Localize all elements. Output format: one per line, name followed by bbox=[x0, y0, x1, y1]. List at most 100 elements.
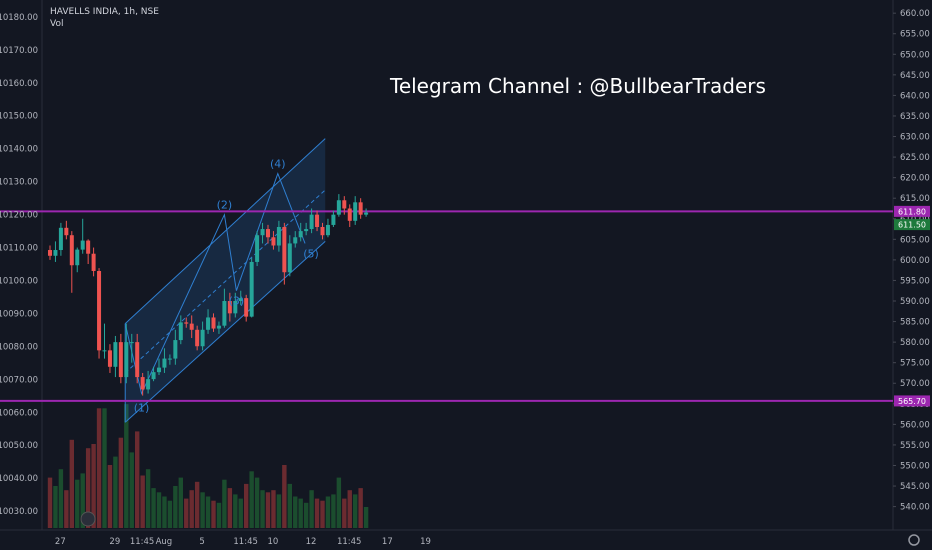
candle-body bbox=[233, 301, 238, 314]
right-axis-tick-label: 570.00 bbox=[900, 379, 930, 389]
volume-bar bbox=[69, 439, 74, 528]
candle-body bbox=[238, 298, 243, 302]
volume-bar bbox=[254, 477, 260, 528]
candle-body bbox=[195, 329, 200, 347]
candle-body bbox=[129, 342, 134, 344]
volume-bar bbox=[298, 498, 303, 528]
symbol-title: HAVELLS INDIA, 1h, NSE bbox=[50, 7, 159, 17]
channel-median-line bbox=[124, 189, 326, 374]
volume-bar bbox=[303, 502, 309, 528]
candle-body bbox=[151, 372, 156, 380]
right-axis-tick-label: 600.00 bbox=[900, 256, 930, 266]
volume-bar bbox=[265, 492, 271, 528]
volume-bar bbox=[184, 498, 189, 528]
time-axis-tick-label: 10 bbox=[267, 537, 278, 547]
volume-bar bbox=[336, 477, 342, 528]
left-axis-tick-label: 10060.00 bbox=[0, 408, 38, 418]
candle-body bbox=[107, 350, 112, 367]
volume-bar bbox=[353, 494, 358, 528]
candle-body bbox=[53, 250, 58, 256]
volume-bar bbox=[91, 444, 96, 528]
candle-body bbox=[347, 208, 352, 221]
volume-bar bbox=[113, 456, 118, 528]
volume-bar bbox=[200, 492, 205, 528]
volume-bar bbox=[216, 502, 222, 528]
candle-body bbox=[216, 325, 221, 329]
time-axis-tick-label: 11:45 bbox=[130, 537, 155, 547]
candle-body bbox=[325, 224, 330, 236]
volume-bar bbox=[64, 490, 69, 528]
volume-bar bbox=[287, 483, 292, 528]
volume-bar bbox=[107, 465, 113, 528]
candle-body bbox=[320, 226, 325, 236]
volume-bar bbox=[331, 494, 336, 528]
volume-bar bbox=[189, 490, 194, 528]
candle-body bbox=[118, 342, 123, 378]
right-axis-tick-label: 575.00 bbox=[900, 359, 930, 369]
candle-body bbox=[276, 226, 281, 246]
candle-body bbox=[162, 358, 167, 368]
candle-body bbox=[173, 340, 178, 359]
candle-body bbox=[358, 202, 363, 215]
resistance-price-tag bbox=[894, 205, 930, 217]
volume-bar bbox=[233, 494, 238, 528]
volume-bar bbox=[211, 500, 216, 528]
volume-bar bbox=[342, 498, 347, 528]
candle-body bbox=[298, 231, 303, 238]
candle-body bbox=[206, 317, 211, 330]
time-axis-tick-label: 12 bbox=[306, 537, 317, 547]
volume-bar bbox=[358, 488, 363, 528]
right-axis-tick-label: 625.00 bbox=[900, 153, 930, 163]
volume-bar bbox=[151, 488, 156, 528]
volume-bar bbox=[129, 452, 134, 528]
candle-body bbox=[227, 301, 232, 314]
left-axis-tick-label: 10170.00 bbox=[0, 46, 38, 56]
volume-bar bbox=[80, 473, 85, 528]
right-axis-tick-label: 590.00 bbox=[900, 297, 930, 307]
volume-bar bbox=[53, 486, 58, 528]
channel-lower-line bbox=[124, 241, 326, 423]
wave-label-4: (4) bbox=[270, 158, 286, 171]
volume-bar bbox=[363, 507, 369, 528]
volume-bar bbox=[276, 494, 282, 528]
candle-body bbox=[124, 342, 129, 378]
volume-bar bbox=[135, 431, 140, 528]
support-price-tag bbox=[894, 395, 930, 407]
volume-bar bbox=[162, 496, 167, 528]
volume-bar bbox=[167, 500, 173, 528]
candle-body bbox=[69, 235, 74, 266]
candle-body bbox=[157, 367, 161, 373]
volume-bar bbox=[309, 490, 314, 528]
volume-bar bbox=[249, 471, 254, 528]
volume-indicator-label: Vol bbox=[50, 19, 64, 29]
chart-header: HAVELLS INDIA, 1h, NSE Vol bbox=[50, 6, 159, 30]
right-axis-tick-label: 550.00 bbox=[900, 461, 930, 471]
left-axis-tick-label: 10080.00 bbox=[0, 342, 38, 352]
left-axis-tick-label: 10100.00 bbox=[0, 276, 38, 286]
candle-body bbox=[249, 261, 254, 317]
time-axis-tick-label: 29 bbox=[109, 537, 120, 547]
right-axis-tick-label: 660.00 bbox=[900, 9, 930, 19]
candle-body bbox=[287, 243, 292, 273]
elliott-wave-path bbox=[124, 172, 306, 396]
right-axis-tick-label: 635.00 bbox=[900, 112, 930, 122]
candle-body bbox=[331, 214, 336, 225]
candle-body bbox=[309, 214, 314, 230]
volume-bar bbox=[320, 500, 325, 528]
candle-body bbox=[260, 229, 265, 236]
candles bbox=[48, 194, 369, 396]
candle-body bbox=[342, 200, 347, 209]
volume-bar bbox=[282, 465, 287, 528]
volume-bars bbox=[47, 404, 369, 528]
volume-bar bbox=[75, 479, 80, 528]
candle-body bbox=[184, 322, 189, 324]
right-axis-tick-label: 655.00 bbox=[900, 30, 930, 40]
last-price-label: 611.50 bbox=[898, 221, 926, 230]
candle-body bbox=[364, 212, 369, 215]
event-marker-icon bbox=[80, 511, 96, 527]
right-axis-tick-label: 650.00 bbox=[900, 50, 930, 60]
candle-body bbox=[353, 202, 358, 221]
right-axis-tick-label: 580.00 bbox=[900, 338, 930, 348]
right-axis-tick-label: 605.00 bbox=[900, 235, 930, 245]
